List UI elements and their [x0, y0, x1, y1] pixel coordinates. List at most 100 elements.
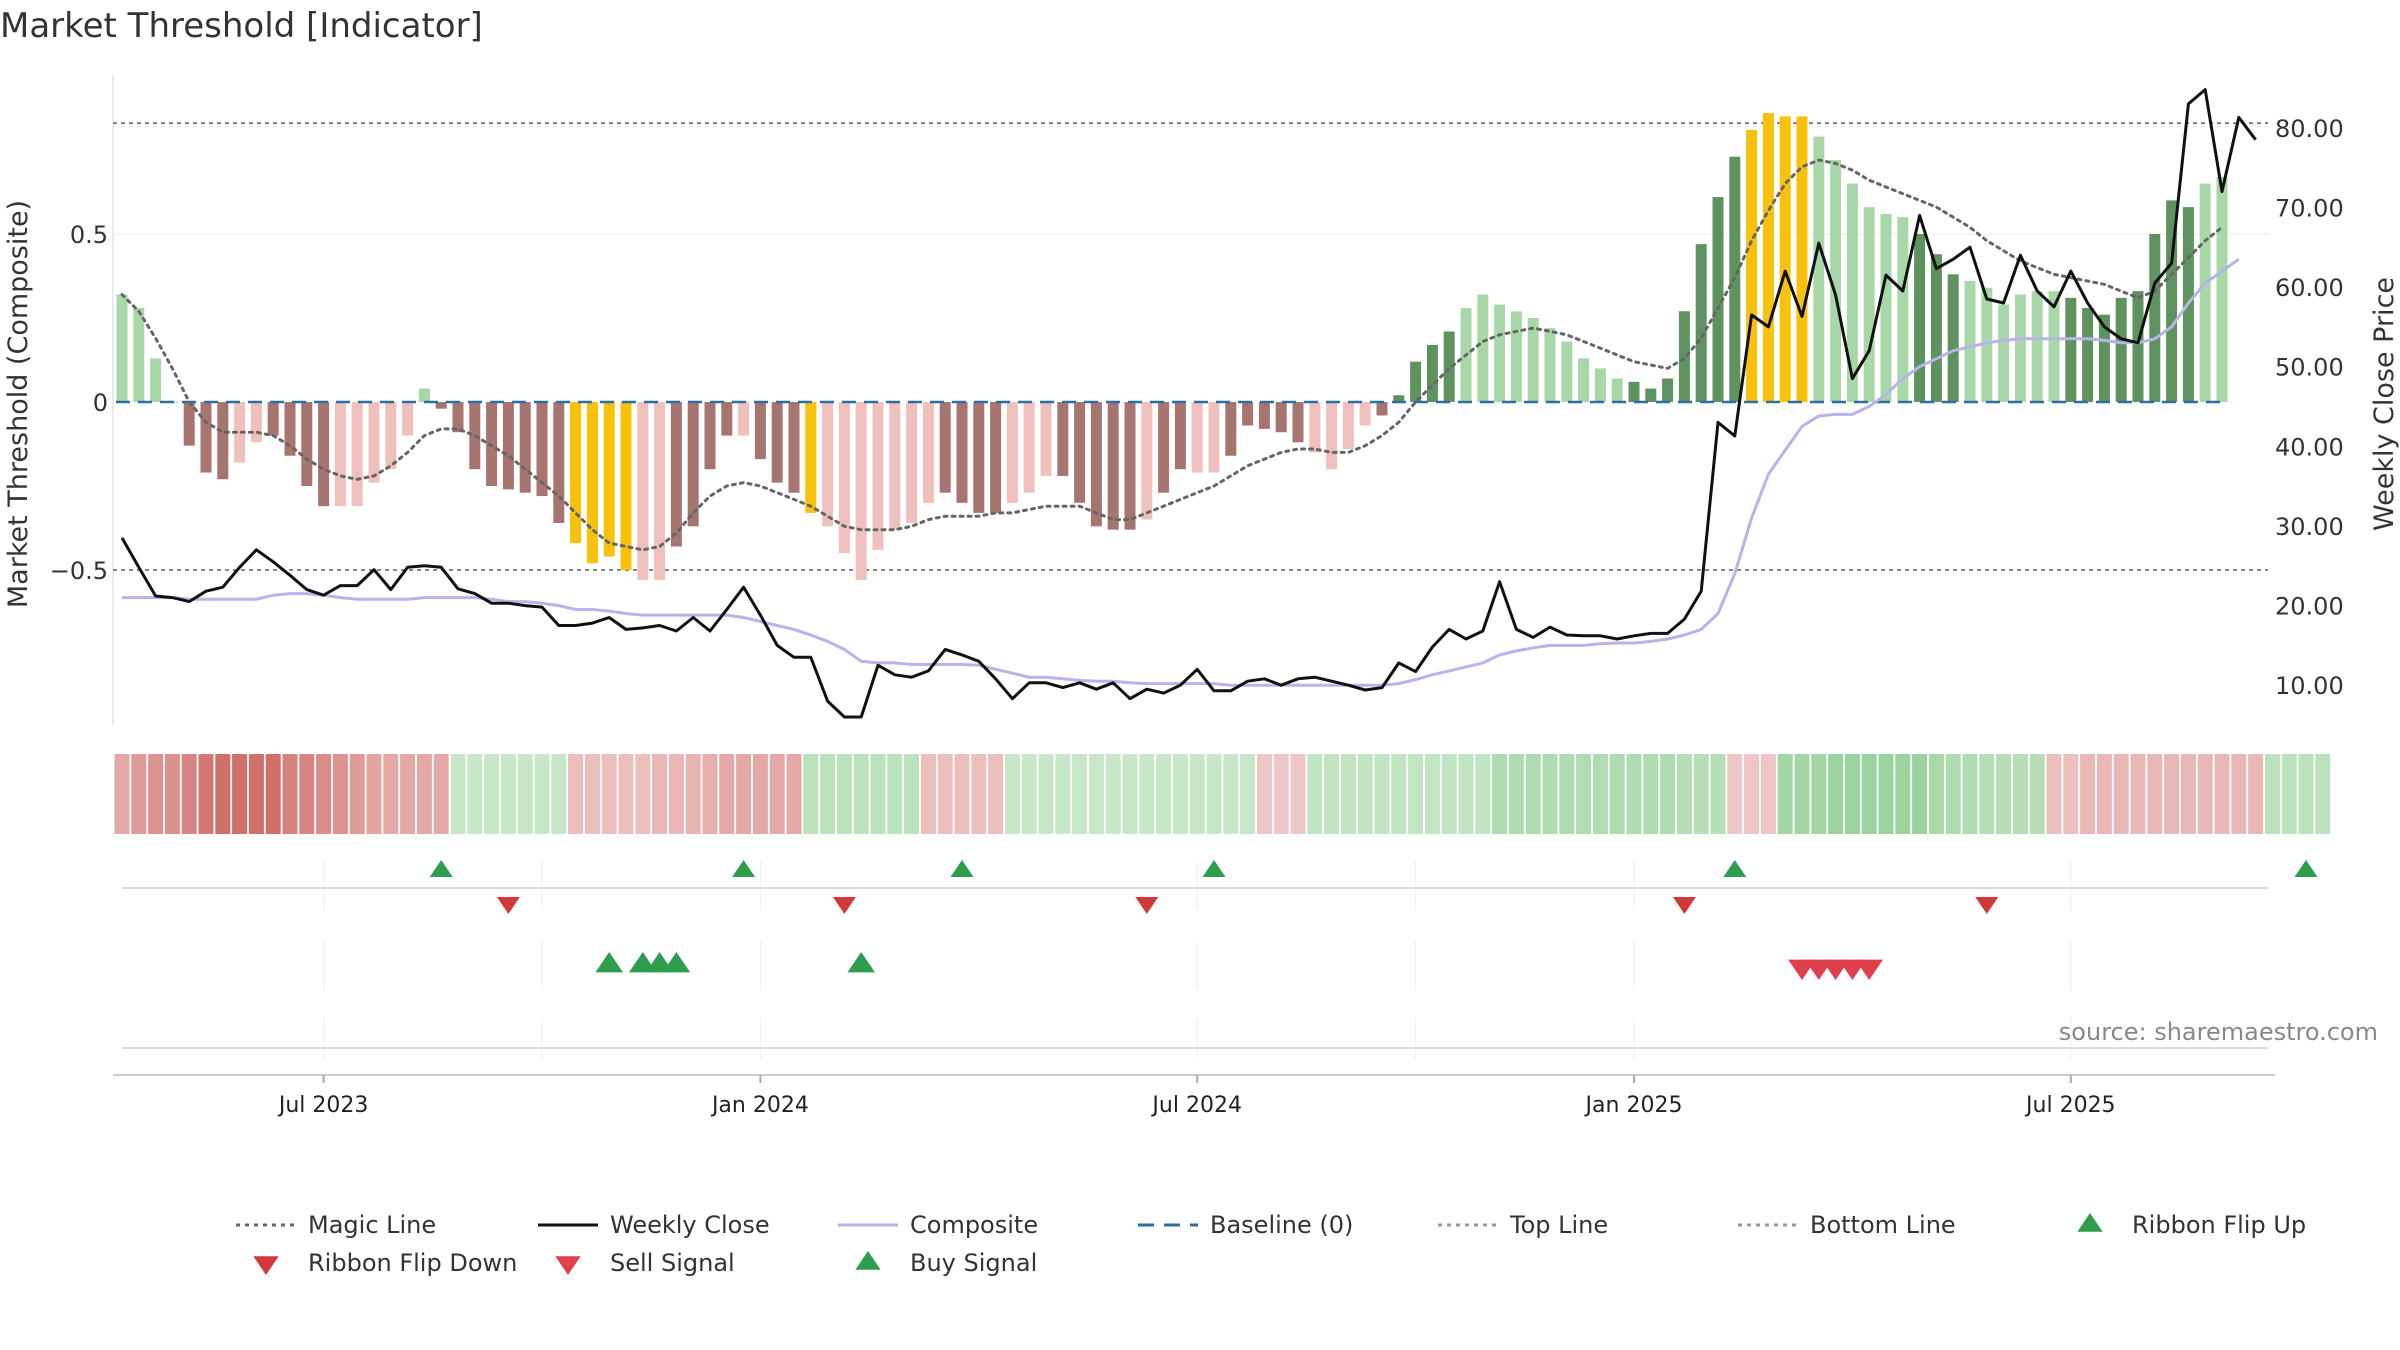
ribbon-cell: [349, 754, 365, 834]
ribbon-cell: [1727, 754, 1743, 834]
ribbon-cell: [736, 754, 752, 834]
ribbon-cell: [1475, 754, 1491, 834]
composite-bar: [603, 402, 615, 557]
ribbon-flip-down-marker: [1975, 897, 1999, 914]
ribbon-cell: [702, 754, 718, 834]
ribbon-cell: [2113, 754, 2129, 834]
composite-bar: [1678, 311, 1690, 402]
composite-bar: [553, 402, 565, 523]
composite-bar: [217, 402, 229, 480]
legend-item: Ribbon Flip Down: [253, 1249, 517, 1277]
composite-bar: [418, 388, 430, 402]
composite-bar: [1914, 234, 1926, 402]
ribbon-cell: [1324, 754, 1340, 834]
composite-bar: [2166, 200, 2178, 402]
ribbon-cell: [1004, 754, 1020, 834]
composite-bar: [1561, 341, 1573, 402]
ribbon-cell: [534, 754, 550, 834]
composite-bar: [1998, 304, 2010, 402]
ribbon-cell: [2214, 754, 2230, 834]
ribbon-cell: [1206, 754, 1222, 834]
composite-bar: [1107, 402, 1119, 530]
ribbon-cell: [1660, 754, 1676, 834]
right-tick-label: 10.00: [2275, 672, 2344, 700]
ribbon-cell: [1458, 754, 1474, 834]
legend-label: Composite: [910, 1211, 1038, 1239]
composite-bar: [1023, 402, 1035, 493]
composite-bar: [1796, 116, 1808, 403]
composite-bar: [1695, 244, 1707, 402]
ribbon-cell: [1105, 754, 1121, 834]
ribbon-cell: [685, 754, 701, 834]
composite-bar: [754, 402, 766, 460]
x-tick-label: Jan 2024: [710, 1093, 809, 1118]
ribbon-cell: [248, 754, 264, 834]
ribbon-cell: [1576, 754, 1592, 834]
composite-bar: [771, 402, 783, 483]
ribbon-cell: [148, 754, 164, 834]
left-tick-label: 0: [93, 389, 108, 417]
ribbon-cell: [870, 754, 886, 834]
composite-bar: [1141, 402, 1153, 520]
ribbon-flip-up-marker: [1202, 860, 1226, 877]
composite-bar: [872, 402, 884, 550]
composite-bar: [1359, 402, 1371, 426]
composite-bar: [301, 402, 313, 486]
composite-bar: [1510, 311, 1522, 402]
composite-bar: [267, 402, 279, 436]
ribbon-panel: [114, 754, 2331, 834]
composite-bar: [570, 402, 582, 544]
legend-item: Bottom Line: [1738, 1211, 1956, 1239]
ribbon-cell: [853, 754, 869, 834]
ribbon-cell: [1156, 754, 1172, 834]
buy-signal-marker: [595, 952, 623, 973]
composite-bar: [1863, 207, 1875, 402]
ribbon-cell: [2197, 754, 2213, 834]
ribbon-cell: [433, 754, 449, 834]
right-tick-label: 70.00: [2275, 194, 2344, 222]
composite-bar: [2031, 291, 2043, 402]
legend-marker: [253, 1256, 279, 1275]
ribbon-cell: [1223, 754, 1239, 834]
ribbon-cell: [1861, 754, 1877, 834]
composite-bar: [183, 402, 195, 446]
left-tick-label: −0.5: [50, 557, 108, 585]
composite-bar: [1930, 254, 1942, 402]
ribbon-flip-up-marker: [950, 860, 974, 877]
composite-bar: [2082, 307, 2094, 402]
signal-panels: [122, 860, 2318, 1060]
ribbon-cell: [198, 754, 214, 834]
ribbon-flip-up-marker: [2294, 860, 2318, 877]
legend-label: Weekly Close: [610, 1211, 770, 1239]
ribbon-cell: [316, 754, 332, 834]
ribbon-cell: [1592, 754, 1608, 834]
composite-bar: [133, 307, 145, 402]
ribbon-cell: [1912, 754, 1928, 834]
legend-item: Ribbon Flip Up: [2077, 1211, 2306, 1239]
composite-bar: [519, 402, 531, 493]
ribbon-cell: [2248, 754, 2264, 834]
composite-bar: [536, 402, 548, 497]
composite-bar: [1040, 402, 1052, 476]
ribbon-cell: [652, 754, 668, 834]
composite-bar: [1393, 395, 1405, 402]
ribbon-cell: [1072, 754, 1088, 834]
right-tick-label: 20.00: [2275, 593, 2344, 621]
composite-bar: [1830, 160, 1842, 402]
ribbon-cell: [2315, 754, 2331, 834]
composite-bar: [351, 402, 363, 507]
ribbon-cell: [1088, 754, 1104, 834]
ribbon-cell: [1794, 754, 1810, 834]
ribbon-cell: [1038, 754, 1054, 834]
composite-bar: [368, 402, 380, 483]
composite-bar: [1611, 378, 1623, 402]
composite-bar: [116, 294, 128, 402]
right-axis-label: Weekly Close Price: [2369, 277, 2400, 531]
ribbon-cell: [1542, 754, 1558, 834]
ribbon-cell: [1693, 754, 1709, 834]
ribbon-cell: [517, 754, 533, 834]
legend-label: Magic Line: [308, 1211, 436, 1239]
ribbon-cell: [752, 754, 768, 834]
composite-bar: [990, 402, 1002, 513]
ribbon-cell: [416, 754, 432, 834]
